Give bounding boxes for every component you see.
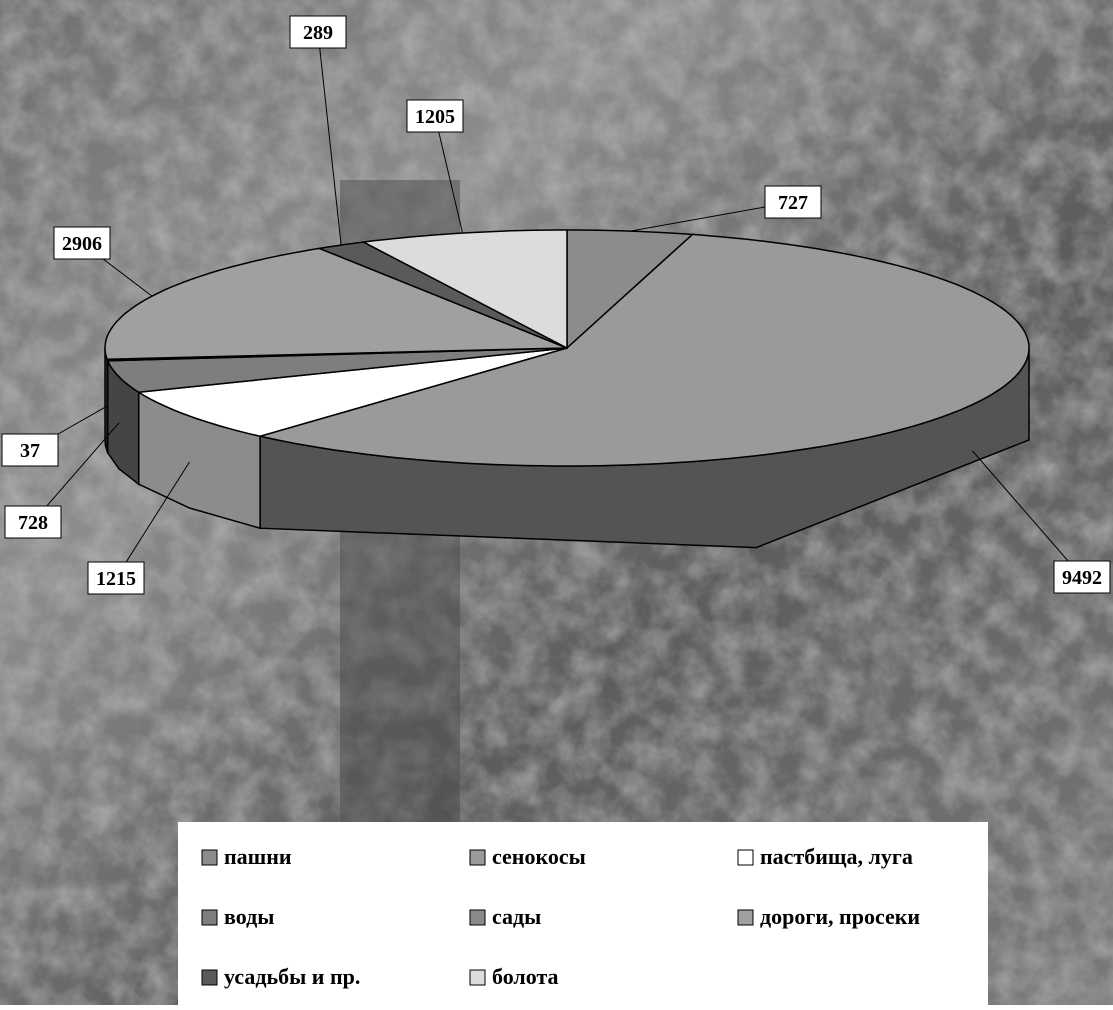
legend-label: воды [224,904,274,929]
legend-swatch [202,970,217,985]
legend-swatch [738,850,753,865]
legend-label: дороги, просеки [760,904,920,929]
legend-label: сады [492,904,541,929]
legend-swatch [202,910,217,925]
chart: пашни сенокосы пастбища, луга воды сады дорог… [0,0,1113,1005]
data-label: 1205 [415,106,455,128]
data-label: 9492 [1062,567,1102,589]
legend-label: пашни [224,844,292,869]
data-label: 727 [778,192,808,214]
legend-swatch [470,910,485,925]
legend-label: усадьбы и пр. [224,964,360,989]
data-label: 37 [20,440,40,462]
data-label: 289 [303,22,333,44]
legend-swatch [202,850,217,865]
legend-label: болота [492,964,559,989]
legend-label: пастбища, луга [760,844,913,869]
legend-swatch [738,910,753,925]
data-label: 728 [18,512,48,534]
legend-swatch [470,970,485,985]
legend-label: сенокосы [492,844,586,869]
legend-swatch [470,850,485,865]
pie-side [105,348,107,451]
data-label: 2906 [62,233,102,255]
data-label: 1215 [96,568,136,590]
